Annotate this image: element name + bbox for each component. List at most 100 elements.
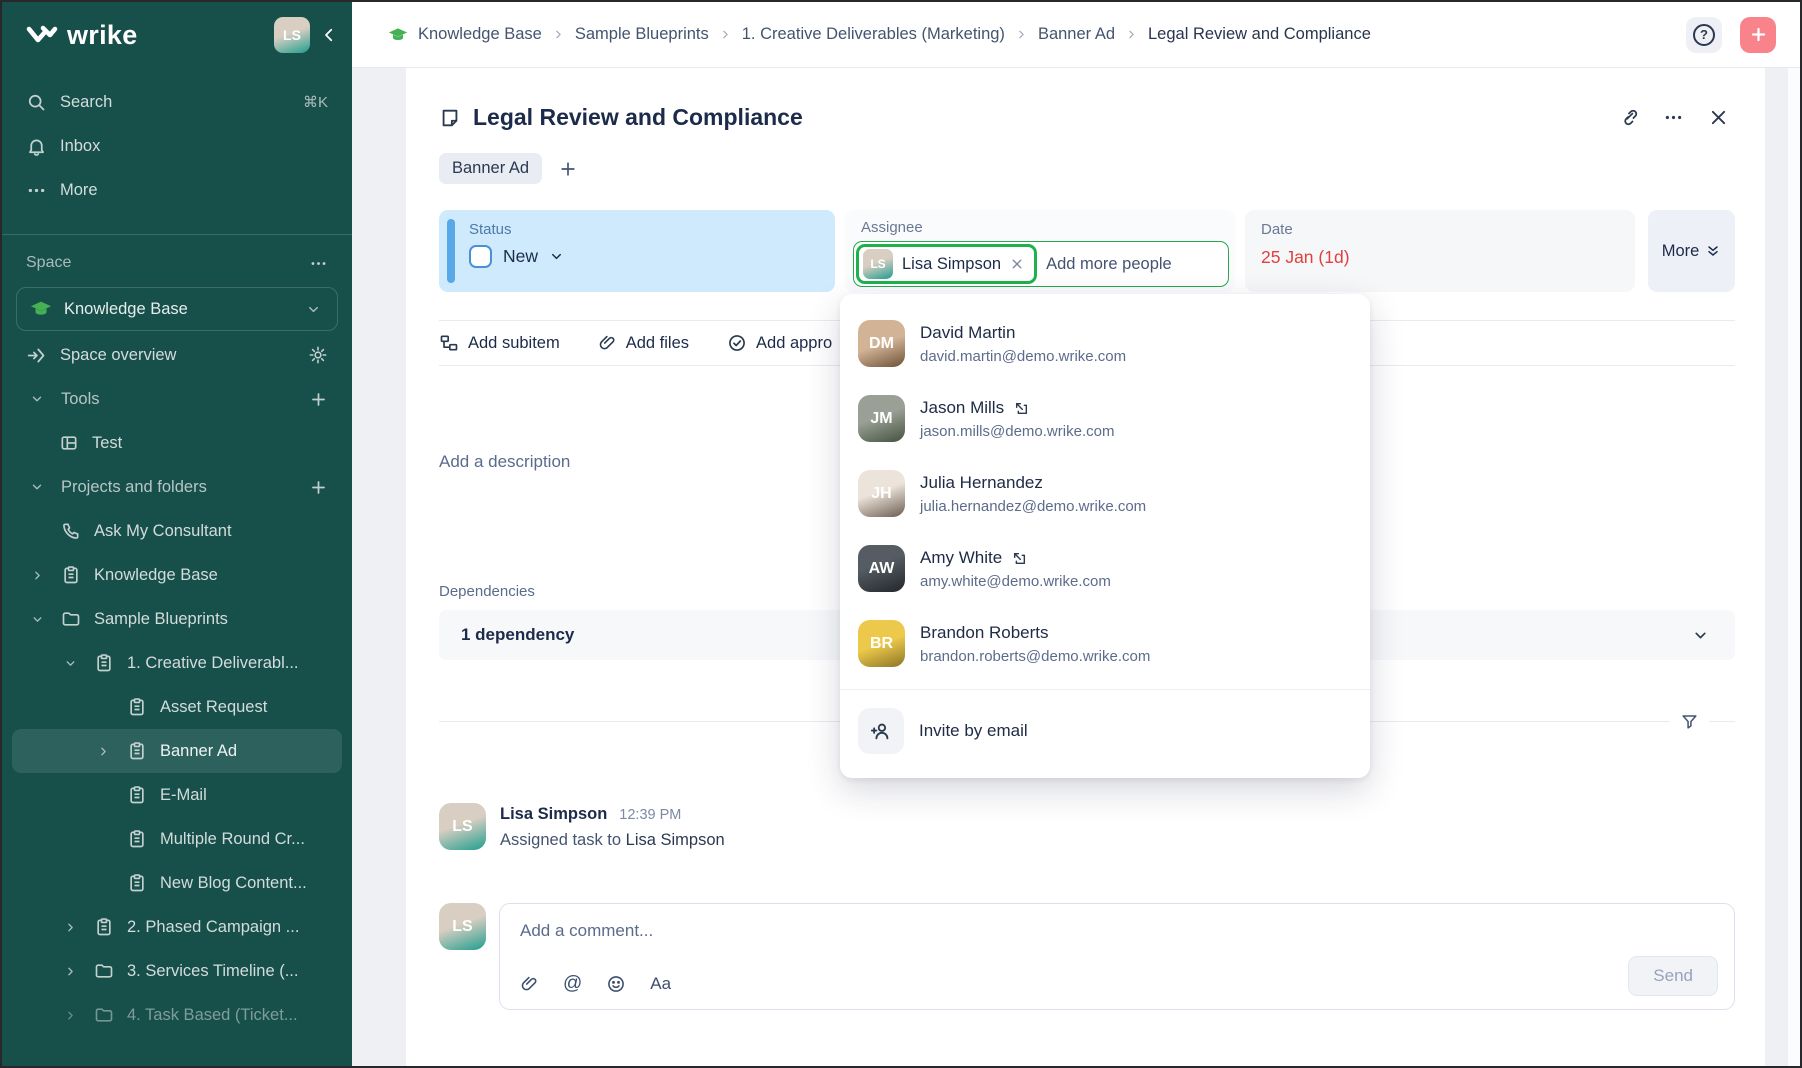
sidebar-item-new-blog[interactable]: New Blog Content... — [12, 861, 342, 905]
sidebar-item-more[interactable]: More — [12, 168, 342, 212]
attach-icon[interactable] — [520, 975, 539, 994]
filter-icon[interactable] — [1680, 712, 1699, 731]
task-doc-icon — [439, 107, 461, 129]
toolbar-label: Add appro — [756, 333, 833, 352]
chevron-down-icon[interactable] — [26, 480, 48, 494]
chevron-right-icon[interactable] — [59, 965, 81, 978]
copy-link-icon[interactable] — [1612, 107, 1645, 128]
sidebar-divider — [2, 234, 352, 235]
breadcrumb-item[interactable]: Sample Blueprints — [574, 25, 709, 43]
add-people-placeholder[interactable]: Add more people — [1046, 254, 1172, 273]
scroll-gutter[interactable] — [1788, 68, 1800, 1066]
chevron-down-icon[interactable] — [26, 613, 48, 626]
sidebar-item-asset-request[interactable]: Asset Request — [12, 685, 342, 729]
sidebar-item-banner-ad[interactable]: Banner Ad — [12, 729, 342, 773]
date-value[interactable]: 25 Jan (1d) — [1261, 247, 1350, 267]
chevron-right-icon[interactable] — [92, 745, 114, 758]
sidebar-item-knowledge-base[interactable]: Knowledge Base — [12, 553, 342, 597]
sidebar-item-creative-deliverables[interactable]: 1. Creative Deliverabl... — [12, 641, 342, 685]
user-avatar[interactable]: LS — [274, 17, 310, 53]
task-menu-icon[interactable] — [1657, 107, 1690, 128]
create-button[interactable] — [1740, 16, 1776, 53]
assignee-option-brandon[interactable]: BR Brandon Roberts brandon.roberts@demo.… — [840, 606, 1370, 681]
send-button[interactable]: Send — [1628, 956, 1718, 996]
avatar: LS — [439, 803, 486, 850]
task-title[interactable]: Legal Review and Compliance — [473, 104, 803, 130]
mention-icon[interactable]: @ — [563, 973, 583, 994]
sidebar-item-label: 4. Task Based (Ticket... — [127, 1005, 298, 1024]
comment-input[interactable]: Add a comment... @ Aa Send — [499, 903, 1735, 1010]
assignee-input[interactable]: LS Lisa Simpson Add more people — [853, 241, 1229, 287]
add-subitem-button[interactable]: Add subitem — [439, 333, 560, 353]
sidebar: wrike LS Search ⌘K Inbox — [2, 2, 352, 1066]
assignee-chip[interactable]: LS Lisa Simpson — [856, 244, 1038, 284]
task-fields: Status New Assignee LS Lisa Sim — [439, 210, 1735, 292]
user-name: Jason Mills — [920, 397, 1005, 417]
breadcrumb-item[interactable]: Knowledge Base — [418, 25, 542, 43]
sidebar-item-space-overview[interactable]: Space overview — [12, 333, 342, 377]
date-field[interactable]: Date 25 Jan (1d) — [1245, 210, 1635, 292]
chevron-right-icon[interactable] — [59, 1009, 81, 1022]
sidebar-section-projects[interactable]: Projects and folders — [12, 465, 342, 509]
invite-by-email-option[interactable]: Invite by email — [840, 698, 1370, 764]
avatar: BR — [858, 620, 905, 667]
text-format-icon[interactable]: Aa — [650, 974, 672, 993]
sidebar-item-task-based[interactable]: 4. Task Based (Ticket... — [12, 993, 342, 1037]
user-name: David Martin — [920, 322, 1016, 342]
assignee-option-jason[interactable]: JM Jason Mills jason.mills@demo.wrike.co… — [840, 381, 1370, 456]
sidebar-nav: Search ⌘K Inbox More — [2, 80, 352, 212]
space-options-icon[interactable] — [309, 254, 328, 273]
chevron-right-icon[interactable] — [59, 921, 81, 934]
sidebar-item-phased-campaign[interactable]: 2. Phased Campaign ... — [12, 905, 342, 949]
remove-assignee-icon[interactable] — [1010, 257, 1024, 271]
emoji-icon[interactable] — [606, 974, 626, 994]
breadcrumb-current: Legal Review and Compliance — [1148, 25, 1371, 43]
complete-checkbox[interactable] — [469, 245, 492, 268]
sidebar-item-label: Inbox — [60, 136, 101, 155]
folder-icon — [94, 1005, 114, 1025]
sidebar-item-inbox[interactable]: Inbox — [12, 124, 342, 168]
space-selector[interactable]: Knowledge Base — [16, 287, 338, 331]
sidebar-item-multiple-round[interactable]: Multiple Round Cr... — [12, 817, 342, 861]
sidebar-item-search[interactable]: Search ⌘K — [12, 80, 342, 124]
sidebar-section-tools[interactable]: Tools — [12, 377, 342, 421]
sidebar-item-email[interactable]: E-Mail — [12, 773, 342, 817]
assignee-option-amy[interactable]: AW Amy White amy.white@demo.wrike.com — [840, 531, 1370, 606]
activity-item: LS Lisa Simpson 12:39 PM Assigned task t… — [439, 803, 1735, 850]
gear-icon[interactable] — [308, 345, 328, 365]
chevron-down-icon[interactable] — [59, 657, 81, 670]
add-tool-icon[interactable] — [309, 390, 328, 409]
help-button[interactable]: ? — [1686, 16, 1722, 53]
close-icon[interactable] — [1702, 107, 1735, 128]
status-value[interactable]: New — [503, 246, 539, 266]
sidebar-item-label: Test — [92, 433, 123, 452]
chevron-right-icon[interactable] — [26, 569, 48, 582]
status-field[interactable]: Status New — [439, 210, 835, 292]
space-overview-icon — [26, 345, 47, 366]
chevron-down-icon[interactable] — [1692, 627, 1709, 644]
breadcrumb-item[interactable]: Banner Ad — [1037, 25, 1115, 43]
tag-banner-ad[interactable]: Banner Ad — [439, 153, 543, 184]
date-label: Date — [1261, 221, 1293, 238]
breadcrumb-item[interactable]: 1. Creative Deliverables (Marketing) — [741, 25, 1005, 43]
description-placeholder[interactable]: Add a description — [439, 452, 571, 471]
sidebar-item-label: Asset Request — [160, 697, 268, 716]
assignee-option-david[interactable]: DM David Martin david.martin@demo.wrike.… — [840, 306, 1370, 381]
sidebar-item-services-timeline[interactable]: 3. Services Timeline (... — [12, 949, 342, 993]
activity-author[interactable]: Lisa Simpson — [500, 805, 608, 823]
add-tag-icon[interactable] — [558, 159, 578, 179]
add-approval-button[interactable]: Add appro — [727, 333, 832, 353]
sidebar-item-label: 2. Phased Campaign ... — [127, 917, 300, 936]
chevron-right-icon — [719, 28, 732, 41]
add-project-icon[interactable] — [309, 478, 328, 497]
assignee-option-julia[interactable]: JH Julia Hernandez julia.hernandez@demo.… — [840, 456, 1370, 531]
sidebar-item-sample-blueprints[interactable]: Sample Blueprints — [12, 597, 342, 641]
more-fields-button[interactable]: More — [1648, 210, 1735, 292]
wrike-logo[interactable]: wrike — [26, 20, 138, 51]
chevron-down-icon[interactable] — [26, 392, 48, 406]
sidebar-item-ask-my-consultant[interactable]: Ask My Consultant — [12, 509, 342, 553]
sidebar-item-test[interactable]: Test — [12, 421, 342, 465]
collapse-sidebar-icon[interactable] — [320, 26, 338, 44]
add-files-button[interactable]: Add files — [598, 334, 689, 353]
